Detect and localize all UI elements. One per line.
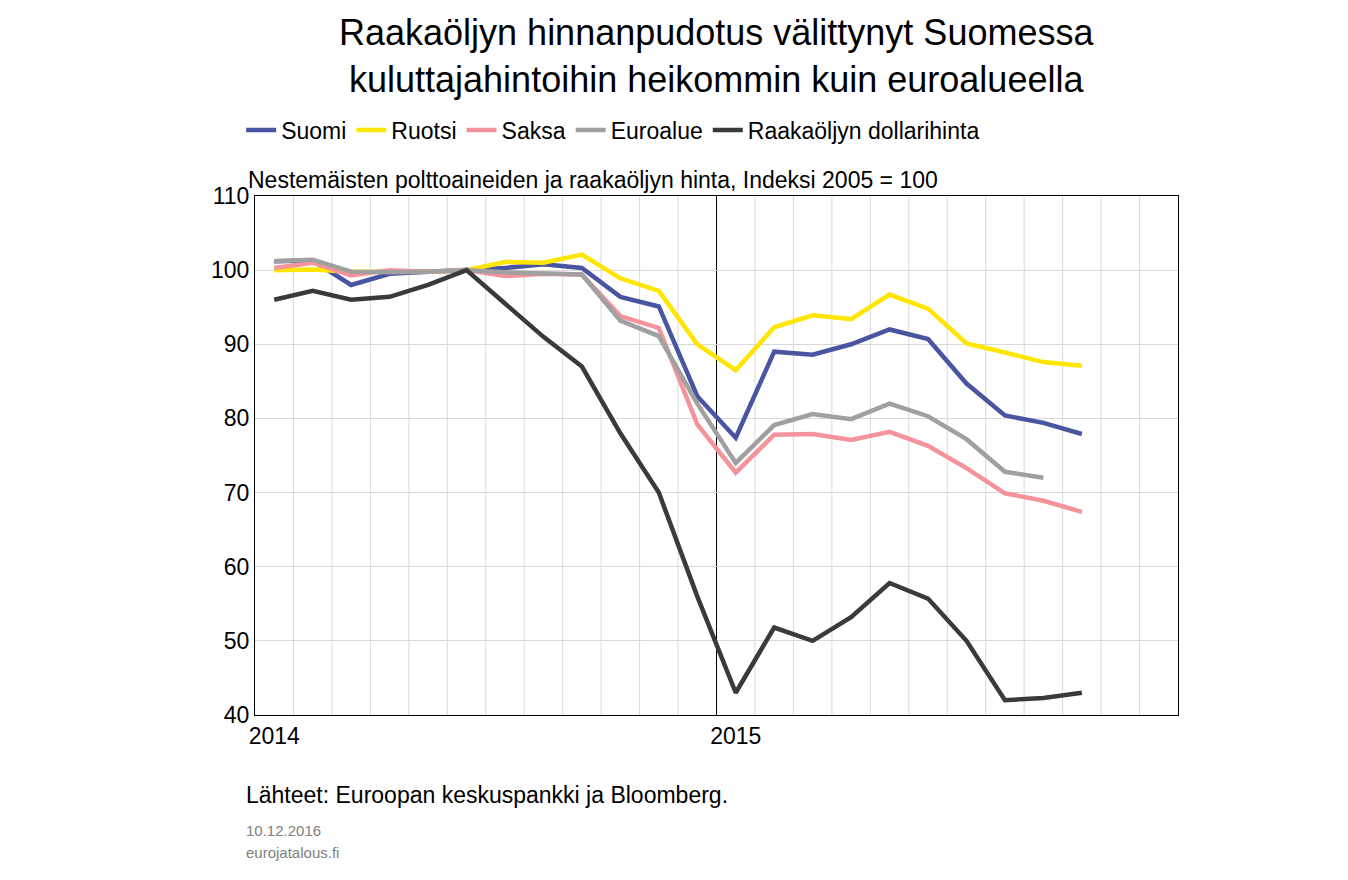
svg-text:Raakaöljyn hinnanpudotus välit: Raakaöljyn hinnanpudotus välittynyt Suom… [339,12,1094,100]
svg-text:Nestemäisten polttoaineiden ja: Nestemäisten polttoaineiden ja raakaöljy… [248,167,938,193]
svg-text:80: 80 [224,405,250,431]
svg-text:10.12.2016: 10.12.2016 [246,822,321,839]
svg-text:110: 110 [213,183,250,209]
svg-text:eurojatalous.fi: eurojatalous.fi [246,844,339,861]
svg-text:Lähteet: Euroopan keskuspankki: Lähteet: Euroopan keskuspankki ja Bloomb… [246,782,728,808]
svg-text:Euroalue: Euroalue [611,118,703,144]
svg-text:90: 90 [224,331,250,357]
svg-text:Ruotsi: Ruotsi [391,118,456,144]
svg-text:60: 60 [224,554,250,580]
svg-text:70: 70 [224,480,250,506]
svg-text:50: 50 [224,628,250,654]
svg-text:100: 100 [211,257,249,283]
svg-text:Raakaöljyn dollarihinta: Raakaöljyn dollarihinta [748,118,980,144]
svg-text:Saksa: Saksa [502,118,566,144]
svg-text:Suomi: Suomi [281,118,346,144]
svg-text:40: 40 [224,702,250,728]
svg-text:2014: 2014 [249,723,300,749]
svg-text:2015: 2015 [710,723,761,749]
